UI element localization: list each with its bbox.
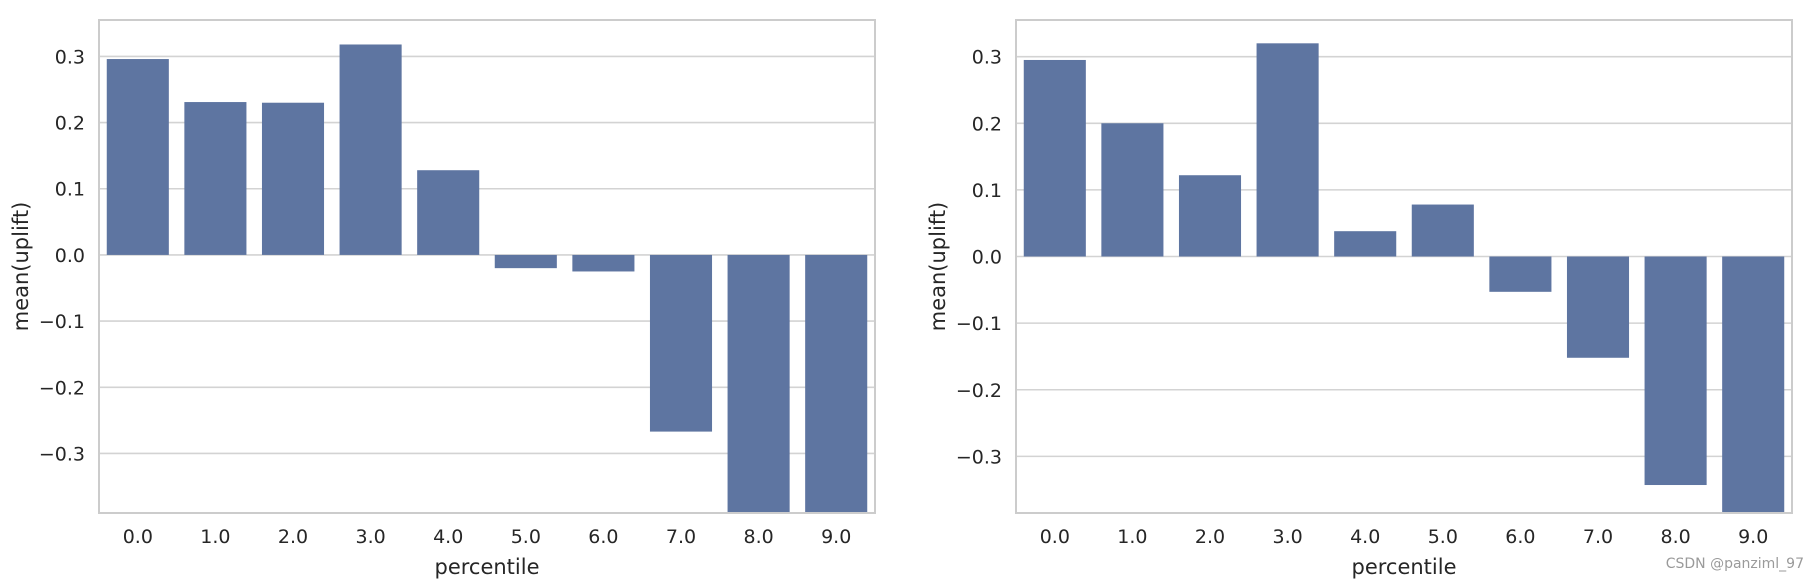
bar — [1722, 256, 1785, 513]
bar — [1334, 231, 1397, 257]
y-tick-label: 0.3 — [55, 46, 85, 68]
bar — [572, 254, 635, 272]
y-tick-label: 0.2 — [972, 113, 1002, 135]
bar — [494, 254, 557, 269]
x-tick-label: 9.0 — [821, 526, 851, 548]
y-tick-label: −0.2 — [956, 380, 1002, 402]
bar — [1566, 256, 1630, 358]
bar — [649, 254, 713, 432]
x-tick-label: 0.0 — [123, 526, 153, 548]
bar — [261, 102, 325, 255]
x-tick-label: 4.0 — [1350, 526, 1380, 548]
x-tick-label: 3.0 — [1272, 526, 1302, 548]
bar — [417, 170, 480, 255]
y-tick-label: 0.2 — [55, 113, 85, 135]
x-axis-title: percentile — [1351, 555, 1456, 579]
bar — [339, 44, 402, 255]
x-tick-label: 8.0 — [1660, 526, 1690, 548]
y-tick-label: −0.1 — [39, 311, 85, 333]
bar — [805, 254, 868, 513]
x-tick-label: 5.0 — [1428, 526, 1458, 548]
bar — [184, 102, 247, 255]
bar — [1256, 43, 1319, 257]
y-tick-label: −0.3 — [39, 443, 85, 465]
x-tick-label: 8.0 — [743, 526, 773, 548]
x-tick-label: 2.0 — [278, 526, 308, 548]
bar — [727, 254, 790, 513]
x-tick-label: 6.0 — [1505, 526, 1535, 548]
y-tick-label: 0.0 — [972, 247, 1002, 269]
x-tick-label: 5.0 — [511, 526, 541, 548]
bar — [1023, 59, 1086, 257]
x-axis-title: percentile — [434, 555, 539, 579]
left-bar-chart: −0.3 −0.2 −0.1 0.0 0.1 0.2 0.3 0.0 1.0 2.0 3.0 4.0 5… — [9, 19, 876, 579]
plot-frame — [98, 19, 876, 514]
bar — [1101, 123, 1164, 257]
x-tick-label: 6.0 — [588, 526, 618, 548]
bar — [106, 59, 169, 255]
x-tick-label: 0.0 — [1040, 526, 1070, 548]
y-tick-label: 0.3 — [972, 47, 1002, 69]
y-axis-title: mean(uplift) — [9, 202, 33, 332]
right-bar-chart: −0.3 −0.2 −0.1 0.0 0.1 0.2 0.3 0.0 1.0 2.0 3.0 4.0 5… — [926, 19, 1793, 579]
x-tick-label: 7.0 — [666, 526, 696, 548]
x-tick-label: 7.0 — [1583, 526, 1613, 548]
y-tick-label: −0.3 — [956, 446, 1002, 468]
y-axis-title: mean(uplift) — [926, 202, 950, 332]
x-tick-label: 2.0 — [1195, 526, 1225, 548]
x-tick-label: 4.0 — [433, 526, 463, 548]
y-tick-label: 0.0 — [55, 245, 85, 267]
y-tick-label: −0.1 — [956, 313, 1002, 335]
watermark: CSDN @panziml_97 — [1665, 556, 1804, 572]
y-tick-label: −0.2 — [39, 377, 85, 399]
bar — [1178, 175, 1242, 257]
x-tick-label: 1.0 — [1117, 526, 1147, 548]
y-tick-label: 0.1 — [55, 179, 85, 201]
y-tick-label: 0.1 — [972, 180, 1002, 202]
bar — [1644, 256, 1707, 486]
bar — [1489, 256, 1552, 292]
x-tick-label: 3.0 — [355, 526, 385, 548]
bar — [1411, 204, 1474, 257]
x-tick-label: 1.0 — [200, 526, 230, 548]
plot-frame — [1015, 19, 1793, 514]
x-tick-label: 9.0 — [1738, 526, 1768, 548]
